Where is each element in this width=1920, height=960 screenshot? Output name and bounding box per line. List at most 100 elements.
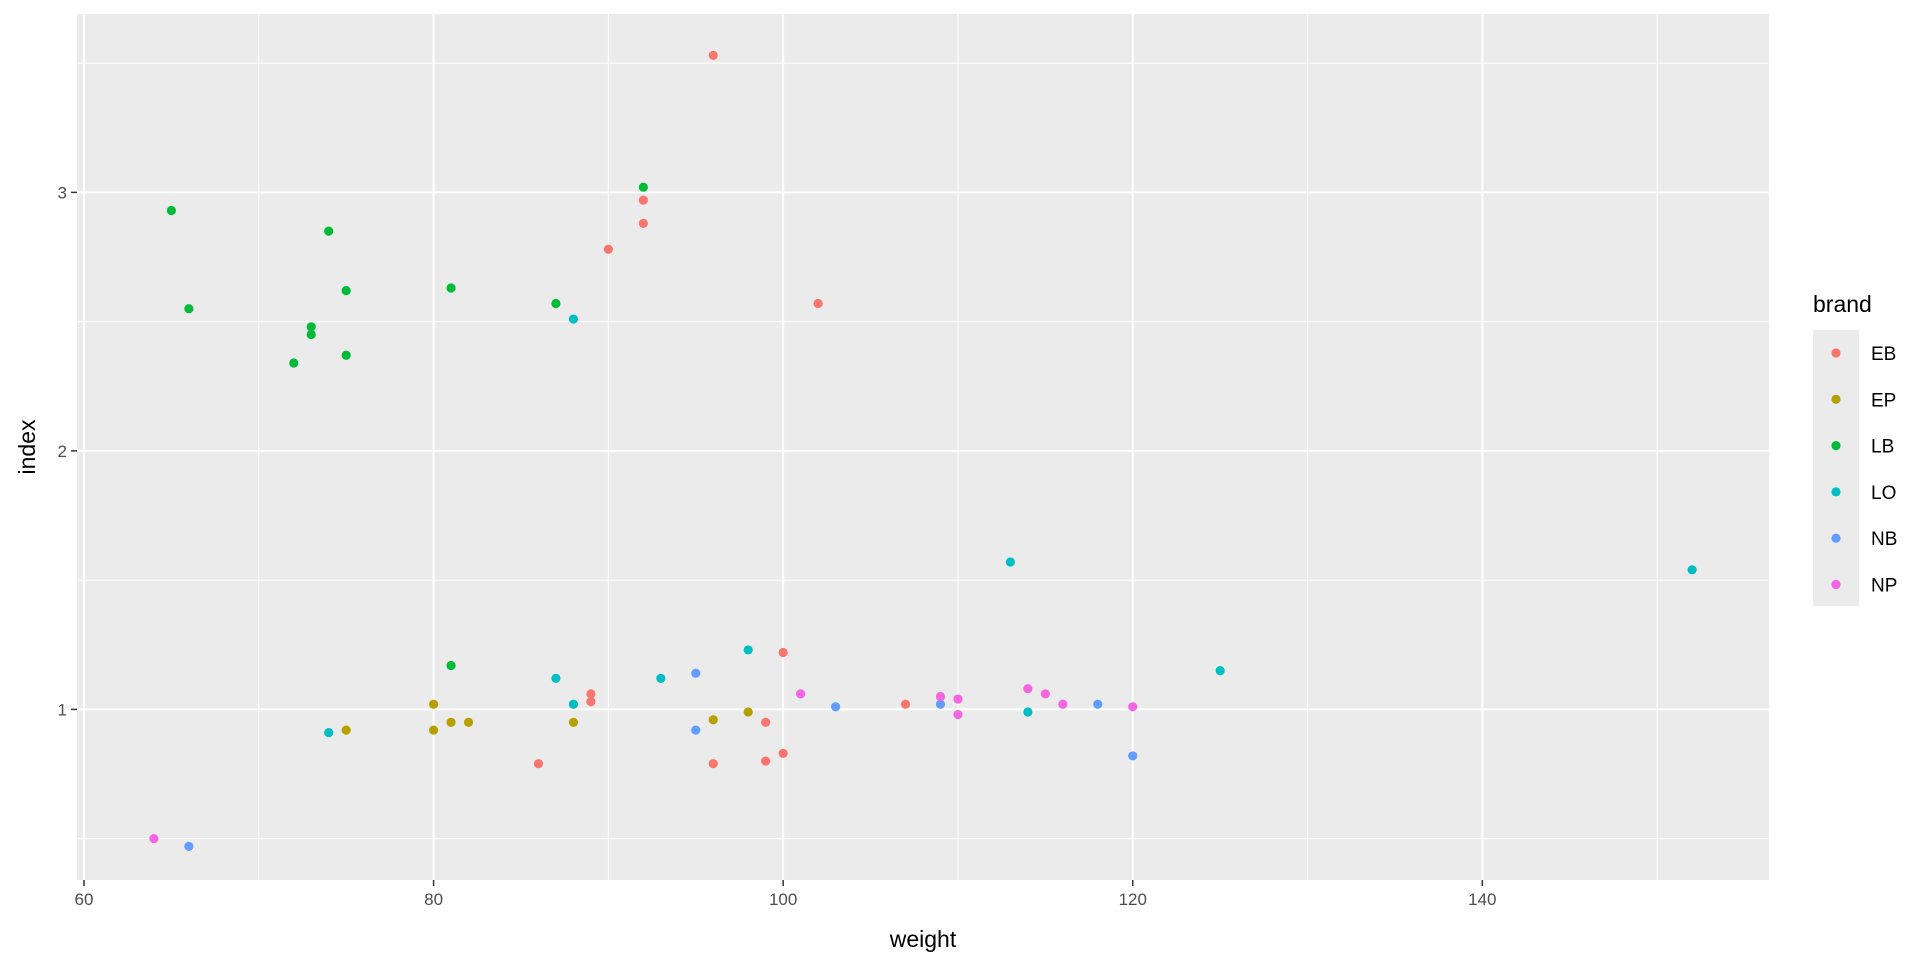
data-point-lb bbox=[166, 205, 176, 216]
data-point-lb bbox=[551, 298, 561, 309]
legend-item-np: NP bbox=[1831, 576, 1897, 597]
data-points bbox=[149, 50, 1697, 851]
data-point-lb bbox=[306, 322, 316, 332]
data-point-ep bbox=[428, 725, 439, 735]
data-point-lb bbox=[306, 329, 316, 340]
data-point-eb bbox=[533, 759, 544, 769]
data-point-np bbox=[796, 689, 806, 699]
data-point-eb bbox=[603, 244, 613, 254]
data-point-nb bbox=[691, 668, 701, 678]
y-tick-label: 3 bbox=[58, 183, 67, 202]
data-point-eb bbox=[708, 759, 718, 769]
legend-label-nb: NB bbox=[1871, 529, 1897, 550]
data-point-nb bbox=[1128, 751, 1138, 761]
data-point-ep bbox=[341, 725, 351, 735]
legend-label-np: NP bbox=[1871, 576, 1897, 597]
data-point-nb bbox=[691, 725, 701, 735]
minor-gridlines bbox=[77, 14, 1769, 880]
x-tick-label: 60 bbox=[75, 890, 94, 909]
data-point-lb bbox=[289, 358, 299, 368]
legend-label-lb: LB bbox=[1871, 437, 1894, 458]
data-point-lb bbox=[446, 660, 456, 671]
data-point-eb bbox=[638, 218, 648, 228]
data-point-lo bbox=[568, 314, 579, 324]
data-point-ep bbox=[568, 717, 579, 727]
series-nb bbox=[184, 668, 1138, 851]
y-axis: 1 2 3 bbox=[58, 183, 77, 719]
data-point-lo bbox=[324, 728, 334, 738]
major-gridlines bbox=[77, 14, 1769, 880]
data-point-nb bbox=[935, 699, 946, 709]
data-point-np bbox=[1040, 689, 1050, 699]
x-tick-label: 120 bbox=[1119, 890, 1147, 909]
legend-label-eb: EB bbox=[1871, 344, 1896, 365]
data-point-lb bbox=[184, 304, 194, 314]
data-point-nb bbox=[184, 841, 194, 851]
data-point-lo bbox=[743, 645, 753, 655]
legend-key-eb bbox=[1831, 348, 1841, 358]
data-point-ep bbox=[708, 715, 718, 725]
data-point-nb bbox=[1093, 699, 1103, 709]
data-point-np bbox=[953, 709, 963, 720]
data-point-np bbox=[935, 691, 946, 702]
plot-panel bbox=[77, 14, 1769, 880]
data-point-ep bbox=[743, 707, 753, 717]
legend-key-lb bbox=[1831, 441, 1841, 451]
data-point-lb bbox=[446, 283, 456, 293]
legend-item-lb: LB bbox=[1831, 437, 1894, 458]
x-tick-label: 80 bbox=[424, 890, 443, 909]
legend-item-ep: EP bbox=[1831, 390, 1896, 411]
data-point-lo bbox=[551, 673, 561, 683]
series-lo bbox=[324, 314, 1697, 738]
y-axis-title: index bbox=[14, 419, 40, 474]
y-tick-label: 2 bbox=[58, 442, 67, 461]
legend-key-lo bbox=[1831, 487, 1841, 497]
legend: brand EB EP LB LO NB NP bbox=[1813, 291, 1897, 606]
data-point-lo bbox=[1687, 565, 1697, 575]
data-point-eb bbox=[586, 689, 596, 699]
legend-label-ep: EP bbox=[1871, 390, 1896, 411]
x-axis-title: weight bbox=[889, 926, 957, 952]
data-point-np bbox=[1023, 684, 1033, 694]
data-point-ep bbox=[463, 717, 474, 727]
legend-item-eb: EB bbox=[1831, 344, 1896, 365]
series-ep bbox=[341, 699, 753, 735]
legend-title: brand bbox=[1813, 291, 1872, 317]
data-point-lb bbox=[341, 286, 351, 296]
data-point-eb bbox=[813, 298, 823, 309]
data-point-eb bbox=[708, 50, 718, 60]
data-point-np bbox=[1128, 702, 1138, 712]
data-point-lo bbox=[656, 673, 666, 683]
data-point-ep bbox=[428, 699, 439, 709]
legend-key-nb bbox=[1831, 533, 1841, 543]
data-point-eb bbox=[778, 647, 788, 658]
legend-key-ep bbox=[1831, 394, 1841, 404]
y-tick-label: 1 bbox=[58, 700, 67, 719]
data-point-np bbox=[953, 694, 963, 704]
legend-item-nb: NB bbox=[1831, 529, 1897, 550]
data-point-eb bbox=[900, 699, 911, 709]
data-point-eb bbox=[761, 756, 771, 766]
legend-items: EB EP LB LO NB NP bbox=[1831, 344, 1897, 597]
x-axis: 60 80 100 120 140 bbox=[75, 880, 1497, 909]
data-point-lo bbox=[1215, 666, 1225, 676]
data-point-ep bbox=[446, 717, 456, 727]
series-np bbox=[149, 684, 1138, 844]
x-tick-label: 140 bbox=[1468, 890, 1496, 909]
data-point-lo bbox=[1005, 557, 1015, 567]
x-tick-label: 100 bbox=[769, 890, 797, 909]
data-point-eb bbox=[638, 195, 648, 205]
data-point-eb bbox=[586, 697, 596, 707]
data-point-lo bbox=[1023, 707, 1033, 717]
data-point-eb bbox=[761, 717, 771, 727]
data-point-eb bbox=[778, 748, 788, 758]
legend-key-background bbox=[1813, 330, 1859, 606]
data-point-lb bbox=[638, 182, 648, 192]
data-point-np bbox=[1058, 699, 1068, 709]
data-point-np bbox=[149, 834, 159, 844]
series-eb bbox=[533, 50, 911, 769]
data-point-nb bbox=[831, 702, 841, 712]
data-point-lb bbox=[341, 350, 351, 360]
legend-label-lo: LO bbox=[1871, 483, 1896, 504]
